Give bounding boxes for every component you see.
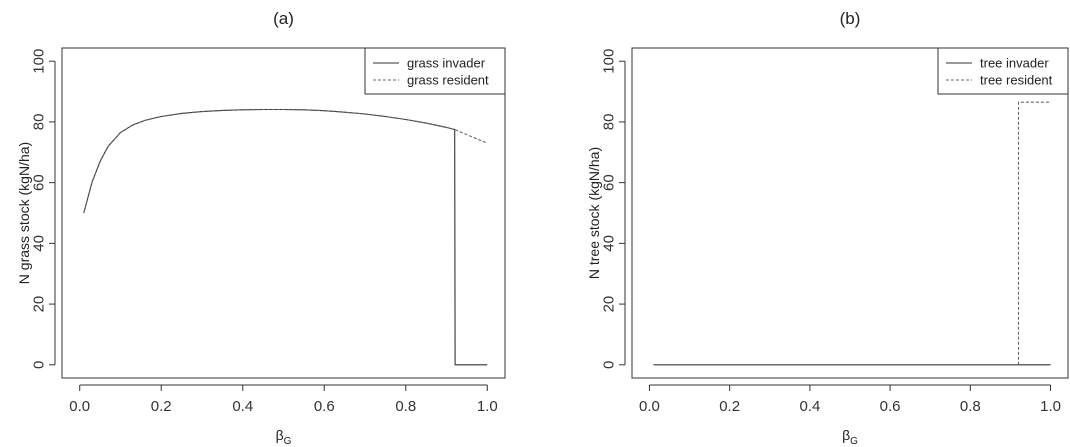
y-tick-label: 20 <box>31 296 48 313</box>
y-tick-label: 40 <box>601 235 618 252</box>
series-lines <box>83 108 488 366</box>
x-tick-label: 0.6 <box>880 398 901 415</box>
panel-label: (a) <box>273 9 294 28</box>
y-tick-label: 100 <box>31 49 48 74</box>
y-tick-label: 60 <box>601 174 618 191</box>
series-line-tree-resident <box>653 101 1051 366</box>
x-axis-label: βG <box>842 427 858 447</box>
series-lines <box>653 101 1051 366</box>
legend-label: tree invader <box>980 56 1049 71</box>
y-tick-label: 80 <box>601 114 618 131</box>
panel-label: (b) <box>840 9 861 28</box>
x-tick-label: 1.0 <box>477 398 498 415</box>
x-tick-label: 0.8 <box>395 398 416 415</box>
x-tick-label: 0.0 <box>639 398 660 415</box>
x-tick-label: 1.0 <box>1040 398 1061 415</box>
legend-label: tree resident <box>980 73 1053 88</box>
x-axis-label-main: β <box>842 427 850 443</box>
series-line-grass-resident <box>83 108 488 214</box>
y-tick-label: 20 <box>601 296 618 313</box>
axis-ticks: 0.0 0.2 0.4 0.6 0.8 1.0 0 20 40 60 80 100 <box>31 49 498 415</box>
y-tick-label: 100 <box>601 49 618 74</box>
panel-b: (b) 0.0 0.2 0.4 0.6 0.8 1.0 0 20 40 60 80 100 tree … <box>586 9 1069 447</box>
x-axis-label-sub: G <box>850 436 858 447</box>
x-axis-label-sub: G <box>284 436 292 447</box>
x-tick-label: 0.2 <box>719 398 740 415</box>
x-tick-label: 0.4 <box>232 398 253 415</box>
plot-frame <box>61 47 506 379</box>
x-tick-label: 0.6 <box>314 398 335 415</box>
legend-box <box>937 47 1069 95</box>
y-tick-label: 0 <box>31 361 48 369</box>
x-axis-label: βG <box>276 427 292 447</box>
legend-label: grass resident <box>407 73 489 88</box>
y-tick-label: 80 <box>31 114 48 131</box>
x-tick-label: 0.8 <box>960 398 981 415</box>
y-axis-label: N tree stock (kgN/ha) <box>586 147 602 279</box>
plot-frame <box>631 47 1069 379</box>
legend-label: grass invader <box>407 56 486 71</box>
legend-box <box>364 47 506 95</box>
x-tick-label: 0.2 <box>151 398 172 415</box>
y-tick-label: 60 <box>31 174 48 191</box>
axis-ticks: 0.0 0.2 0.4 0.6 0.8 1.0 0 20 40 60 80 100 <box>601 49 1061 415</box>
x-tick-label: 0.4 <box>799 398 820 415</box>
panel-a: (a) 0.0 0.2 0.4 0.6 0.8 1.0 0 20 40 60 80 100 grass… <box>16 9 506 447</box>
legend: tree invader tree resident <box>937 47 1069 95</box>
legend: grass invader grass resident <box>364 47 506 95</box>
series-line-grass-invader <box>83 108 488 366</box>
y-tick-label: 0 <box>601 361 618 369</box>
x-tick-label: 0.0 <box>69 398 90 415</box>
y-axis-label: N grass stock (kgN/ha) <box>16 142 32 284</box>
x-axis-label-main: β <box>276 427 284 443</box>
y-tick-label: 40 <box>31 235 48 252</box>
